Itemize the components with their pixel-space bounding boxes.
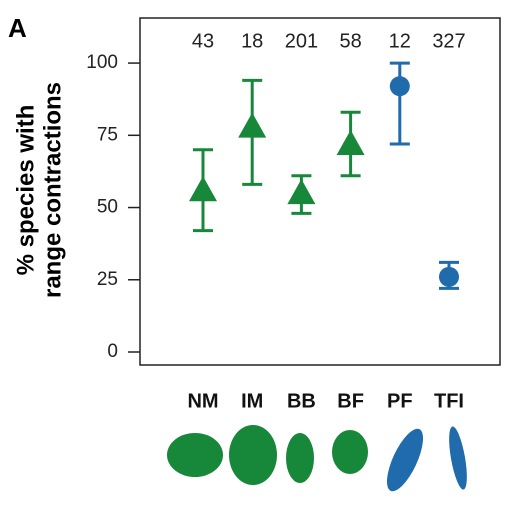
- x-tick-label: NM: [187, 390, 218, 412]
- count-label: 58: [339, 30, 361, 52]
- point: [287, 179, 316, 205]
- point: [336, 129, 365, 155]
- x-tick-label: BB: [287, 390, 316, 412]
- y-axis-title-line: % species with: [12, 105, 39, 276]
- y-tick-label: 25: [97, 269, 118, 290]
- count-label: 18: [241, 30, 263, 52]
- count-label: 327: [432, 30, 465, 52]
- icon: [449, 426, 467, 490]
- point: [238, 112, 267, 138]
- point: [189, 176, 217, 202]
- y-tick-label: 0: [107, 341, 118, 362]
- y-tick-label: 100: [86, 52, 118, 73]
- x-tick-label: BF: [337, 390, 364, 412]
- icons: [167, 425, 467, 492]
- point: [389, 76, 410, 97]
- point: [439, 266, 459, 287]
- icon: [167, 433, 223, 477]
- count-label: 43: [192, 30, 214, 52]
- y-tick-label: 50: [97, 197, 118, 218]
- x-tick-label: TFI: [434, 390, 464, 412]
- plot-frame: [139, 17, 501, 366]
- y-axis-title-line: range contractions: [39, 82, 66, 298]
- panel-label: A: [8, 13, 27, 43]
- x-tick-label: PF: [387, 390, 413, 412]
- icon: [332, 430, 368, 474]
- icon: [386, 428, 424, 492]
- count-label: 201: [285, 30, 318, 52]
- icon: [286, 433, 314, 483]
- count-label: 12: [389, 30, 411, 52]
- y-tick-label: 75: [97, 124, 118, 145]
- icon: [229, 425, 277, 485]
- x-tick-label: IM: [241, 390, 263, 412]
- y-axis-title: % species with range contractions: [12, 82, 66, 298]
